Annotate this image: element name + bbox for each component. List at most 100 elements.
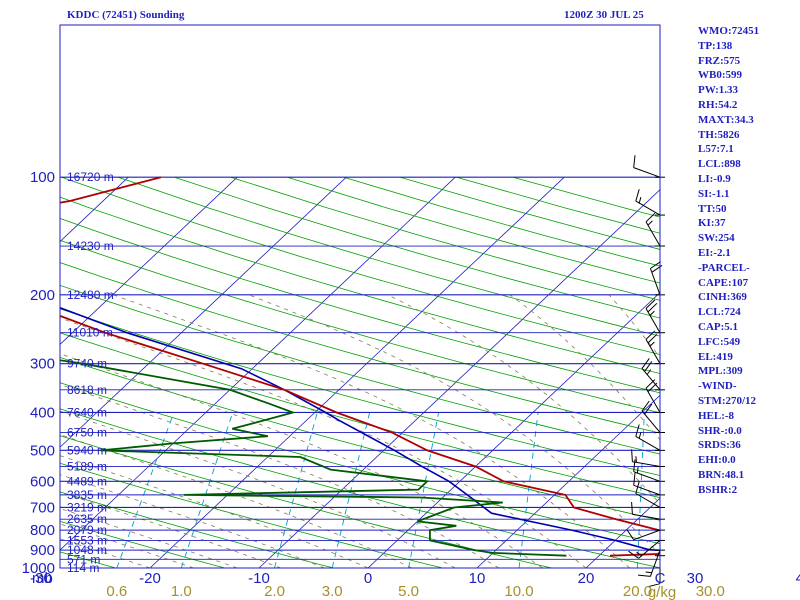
sounding-indices-list: WMO:72451 TP:138 FRZ:575 WB0:599 PW:1.33 RH:5…	[698, 24, 759, 498]
wind-barb	[645, 212, 665, 247]
stat-item: LFC:549	[698, 335, 741, 348]
stat-item: EHI:0.0	[698, 454, 736, 467]
isobar-lines	[60, 176, 660, 568]
temperature-tick-label: 40	[796, 570, 800, 587]
parcel-trace	[60, 306, 660, 552]
pressure-label: 700	[30, 500, 55, 517]
stat-item: TP:138	[698, 39, 733, 52]
pressure-label: 600	[30, 473, 55, 490]
stat-item: LCL:724	[698, 306, 741, 319]
stat-item: SHR-:0.0	[698, 424, 742, 437]
isotherm-line	[367, 291, 660, 568]
pressure-label: 500	[30, 442, 55, 459]
height-label: 16720 m	[67, 170, 114, 184]
wind-barbs	[626, 155, 665, 588]
stat-item: SRDS:36	[698, 439, 741, 452]
height-label: 7640 m	[67, 406, 107, 420]
height-label: 14230 m	[67, 239, 114, 253]
stat-item: CAPE:107	[698, 276, 749, 289]
mixing-ratio-line	[116, 412, 175, 568]
mixing-ratio-label: 30.0	[696, 583, 725, 600]
stat-item: MAXT:34.3	[698, 113, 754, 126]
wind-barb	[638, 549, 665, 577]
temperature-tick-label: 30	[687, 570, 704, 587]
wind-barb	[645, 330, 665, 365]
mixing-ratio-unit-label: g/kg	[648, 584, 676, 600]
wind-barb	[641, 400, 665, 433]
height-label: 12480 m	[67, 288, 114, 302]
moist-adiabat-line	[60, 508, 238, 568]
pressure-label: 200	[30, 287, 55, 304]
stat-item: EL:419	[698, 350, 733, 363]
wind-barb	[645, 299, 665, 334]
dry-adiabat-line	[60, 196, 660, 374]
height-label: 5189 m	[67, 460, 107, 474]
height-label: 3219 m	[67, 501, 107, 515]
stat-item: BSHR:2	[698, 483, 738, 496]
mixing-ratio-line	[408, 412, 440, 568]
station-title: KDDC (72451) Sounding	[67, 9, 185, 21]
isotherm-line	[258, 189, 660, 568]
moist-adiabat-line	[387, 294, 660, 505]
isotherm-lines	[60, 176, 660, 568]
isotherm-line	[149, 176, 565, 568]
stat-item: FRZ:575	[698, 54, 741, 67]
stat-item: CAP:5.1	[698, 320, 739, 333]
stat-item: PW:1.33	[698, 84, 739, 97]
stat-item: -WIND-	[698, 380, 737, 393]
height-label: 1048 m	[67, 543, 107, 557]
stat-item: MPL:309	[698, 365, 743, 378]
stat-item: WMO:72451	[698, 25, 760, 37]
moist-adiabat-lines	[60, 294, 660, 568]
dewpoint-trace	[60, 359, 567, 557]
height-label: 114 m	[67, 561, 99, 575]
pressure-label: 100	[30, 169, 55, 186]
height-label: 9740 m	[67, 357, 107, 371]
temperature-tick-label: -20	[139, 570, 161, 587]
height-label: 571 m	[67, 552, 100, 566]
pressure-label: 300	[30, 356, 55, 373]
stat-item: WB0:599	[698, 69, 742, 82]
mixing-ratio-label: 1.0	[171, 583, 192, 600]
height-label: 3835 m	[67, 488, 107, 502]
mixing-ratio-label: 5.0	[398, 583, 419, 600]
mixing-ratio-label: 20.0	[623, 583, 652, 600]
stat-item: LCL:898	[698, 158, 741, 171]
isotherm-line	[585, 497, 660, 568]
isotherm-line	[60, 176, 238, 345]
mixing-ratio-lines	[116, 412, 645, 568]
temperature-trace	[60, 176, 660, 557]
stat-item: L57:7.1	[698, 143, 734, 156]
height-label: 11010 m	[67, 326, 113, 340]
stat-item: TT:50	[698, 202, 727, 215]
temperature-tick-label: 0	[364, 570, 372, 587]
height-label: 8618 m	[67, 383, 107, 397]
stat-item: RH:54.2	[698, 98, 738, 111]
valid-time: 1200Z 30 JUL 25	[564, 9, 644, 21]
pressure-label: 900	[30, 542, 55, 559]
dry-adiabat-lines	[0, 176, 660, 568]
stat-item: SI:-1.1	[698, 187, 730, 200]
mixing-ratio-line	[274, 412, 318, 568]
moist-adiabat-line	[248, 294, 660, 556]
mixing-ratio-line	[637, 412, 645, 568]
stat-item: BRN:48.1	[698, 468, 745, 481]
stat-item: TH:5826	[698, 128, 740, 141]
temperature-tick-label: 20	[578, 570, 595, 587]
mixing-ratio-label: 2.0	[264, 583, 285, 600]
stat-item: LI:-0.9	[698, 172, 731, 185]
temperature-unit-label: C	[655, 570, 666, 587]
height-label: 1553 m	[67, 533, 107, 547]
stat-item: HEL:-8	[698, 409, 735, 422]
isotherm-line	[476, 394, 660, 568]
temperature-tick-label: 10	[469, 570, 486, 587]
stat-item: STM:270/12	[698, 394, 757, 407]
mixing-ratio-label: 0.6	[106, 583, 127, 600]
wind-barb	[635, 189, 665, 216]
mixing-ratio-line	[518, 412, 539, 568]
height-label: 2635 m	[67, 512, 107, 526]
dry-adiabat-line	[0, 177, 7, 568]
pressure-label: 800	[30, 522, 55, 539]
